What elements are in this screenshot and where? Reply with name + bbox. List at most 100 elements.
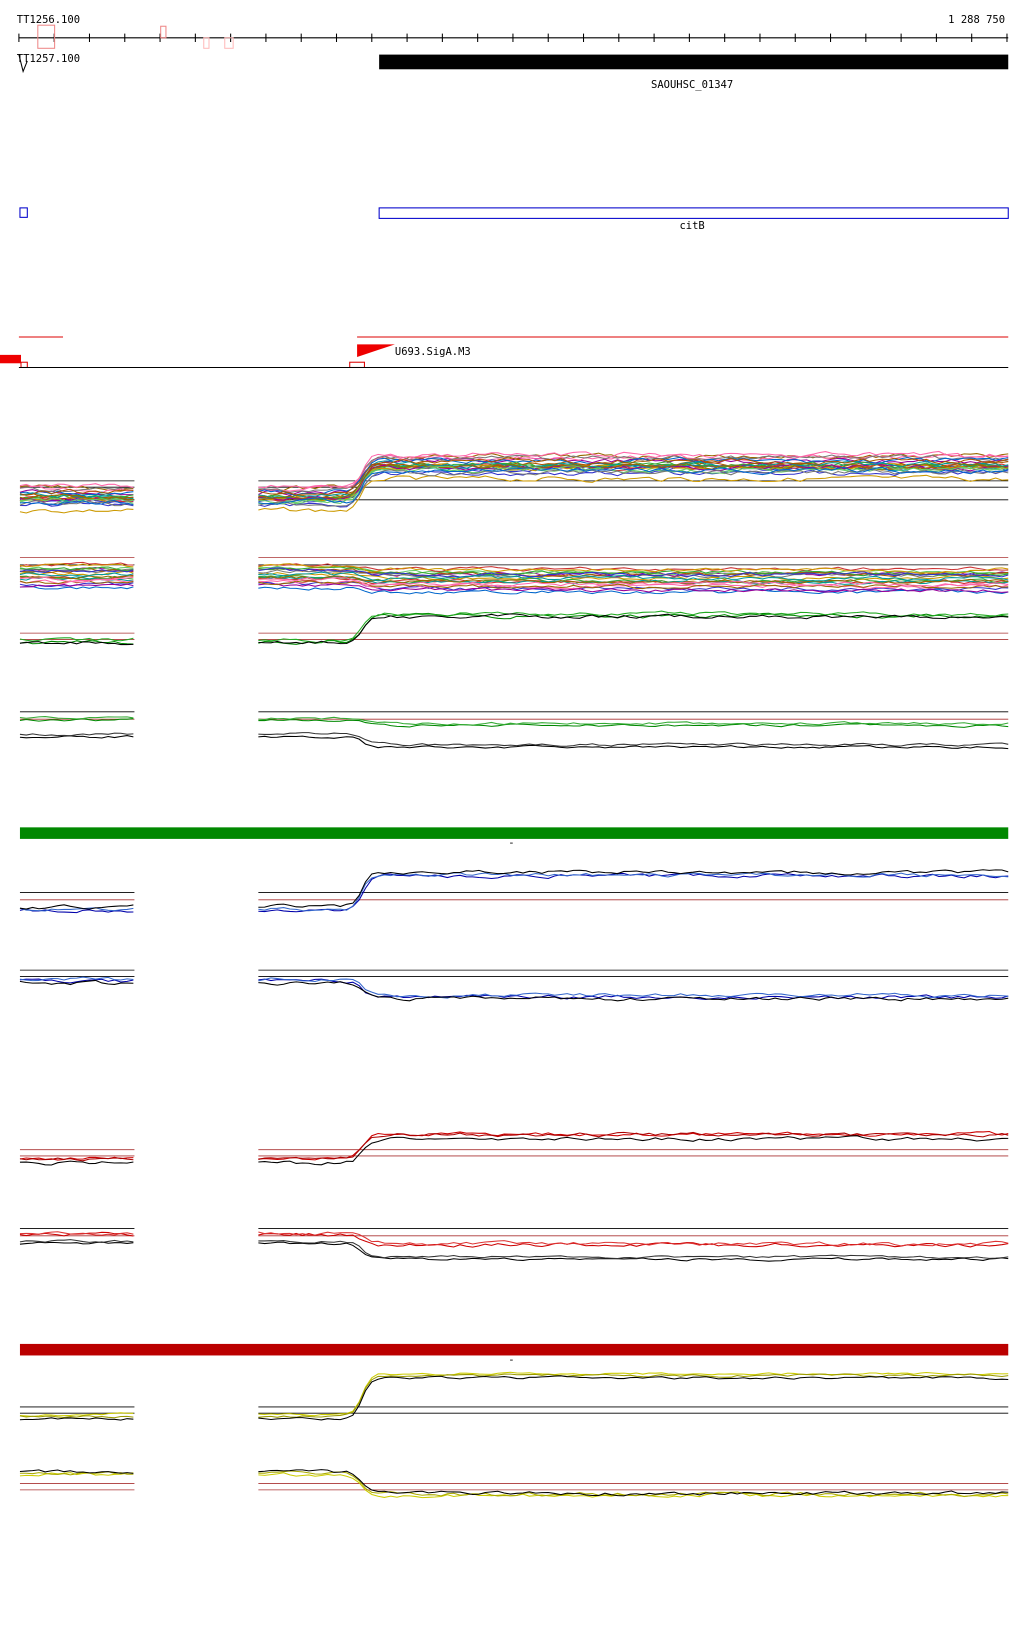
expression-line bbox=[258, 563, 1009, 574]
expression-line bbox=[258, 869, 1009, 908]
tss-arrow bbox=[18, 54, 28, 74]
expression-line bbox=[258, 469, 1009, 508]
expression-line bbox=[258, 1373, 1009, 1418]
ruler-ticks bbox=[18, 33, 1008, 42]
expression-line bbox=[258, 474, 1009, 512]
expression-line bbox=[258, 1375, 1009, 1421]
expression-line bbox=[19, 640, 134, 645]
expression-line bbox=[19, 483, 134, 488]
expression-line bbox=[19, 488, 134, 496]
expression-line bbox=[19, 1412, 134, 1417]
expression-line bbox=[258, 1130, 1009, 1161]
expression-line bbox=[19, 572, 134, 577]
strand-bar bbox=[19, 827, 1009, 839]
expression-line bbox=[258, 719, 1009, 728]
expression-line bbox=[19, 486, 134, 493]
expression-line bbox=[258, 1469, 1009, 1497]
expression-line bbox=[19, 567, 134, 574]
gene-label: SAOUHSC_01347 bbox=[651, 79, 733, 91]
expression-line bbox=[19, 508, 134, 514]
expression-line bbox=[258, 580, 1009, 590]
expression-line bbox=[19, 492, 134, 500]
expression-line bbox=[258, 460, 1009, 499]
promoter-label: U693.SigA.M3 bbox=[395, 346, 471, 358]
expression-line bbox=[19, 1417, 134, 1421]
expression-line bbox=[258, 612, 1009, 645]
expression-line bbox=[258, 1231, 1009, 1247]
expression-line bbox=[258, 1131, 1009, 1160]
expression-line bbox=[19, 1415, 134, 1419]
expression-line bbox=[19, 585, 134, 590]
expression-panels bbox=[19, 450, 1009, 1499]
read-box bbox=[37, 24, 56, 49]
expression-line bbox=[258, 610, 1009, 644]
expression-line bbox=[258, 577, 1009, 588]
gene-bar bbox=[379, 54, 1009, 70]
expression-line bbox=[258, 716, 1009, 726]
expression-line bbox=[19, 979, 134, 986]
expression-line bbox=[258, 571, 1009, 582]
expression-line bbox=[258, 981, 1009, 1002]
expression-line bbox=[258, 872, 1009, 912]
expression-line bbox=[19, 497, 134, 503]
read-box bbox=[160, 25, 167, 39]
expression-line bbox=[19, 732, 134, 737]
expression-line bbox=[258, 1371, 1009, 1417]
operon-box bbox=[19, 207, 28, 218]
expression-line bbox=[258, 463, 1009, 501]
expression-line bbox=[19, 1471, 134, 1476]
expression-line bbox=[19, 580, 134, 585]
expression-line bbox=[19, 637, 134, 642]
expression-line bbox=[258, 613, 1009, 645]
promoter-box bbox=[20, 361, 28, 369]
promoter-box bbox=[349, 361, 365, 369]
expression-line bbox=[19, 1156, 134, 1161]
operon-bar bbox=[378, 207, 1009, 219]
expression-line bbox=[258, 468, 1009, 507]
promoter-flag bbox=[357, 344, 395, 357]
expression-line bbox=[19, 1241, 134, 1245]
ruler-second-label: TT1257.100 bbox=[17, 53, 80, 65]
expression-line bbox=[19, 735, 134, 739]
expression-line bbox=[258, 450, 1009, 489]
expression-line bbox=[19, 976, 134, 982]
expression-line bbox=[19, 499, 134, 507]
expression-line bbox=[258, 1232, 1009, 1248]
expression-line bbox=[258, 735, 1009, 750]
ruler-start-label: TT1256.100 bbox=[17, 14, 80, 26]
expression-line bbox=[258, 1239, 1009, 1260]
expression-line bbox=[258, 977, 1009, 999]
ruler-end-label: 1 288 750 bbox=[948, 14, 1005, 26]
expression-line bbox=[19, 575, 134, 580]
expression-line bbox=[258, 567, 1009, 578]
expression-line bbox=[19, 578, 134, 584]
expression-line bbox=[19, 1160, 134, 1166]
expression-line bbox=[19, 904, 134, 910]
strand-bar bbox=[19, 1343, 1009, 1356]
expression-line bbox=[19, 1157, 134, 1162]
expression-line bbox=[258, 1135, 1009, 1166]
expression-line bbox=[258, 456, 1009, 496]
read-box bbox=[203, 37, 210, 49]
expression-line bbox=[19, 499, 134, 506]
expression-line bbox=[19, 566, 134, 572]
expression-line bbox=[258, 732, 1009, 747]
expression-line bbox=[258, 572, 1009, 581]
expression-line bbox=[19, 716, 134, 720]
expression-line bbox=[19, 576, 134, 583]
expression-line bbox=[19, 641, 134, 646]
operon-label: citB bbox=[679, 220, 704, 232]
expression-line bbox=[258, 583, 1009, 593]
expression-line bbox=[19, 907, 134, 912]
expression-line bbox=[19, 493, 134, 500]
expression-line bbox=[19, 1231, 134, 1236]
expression-line bbox=[258, 575, 1009, 585]
expression-line bbox=[19, 493, 134, 501]
expression-line bbox=[19, 1239, 134, 1244]
expression-line bbox=[258, 454, 1009, 493]
strand-label: - bbox=[508, 837, 514, 849]
expression-line bbox=[19, 1469, 134, 1474]
strand-label: - bbox=[508, 1354, 514, 1366]
